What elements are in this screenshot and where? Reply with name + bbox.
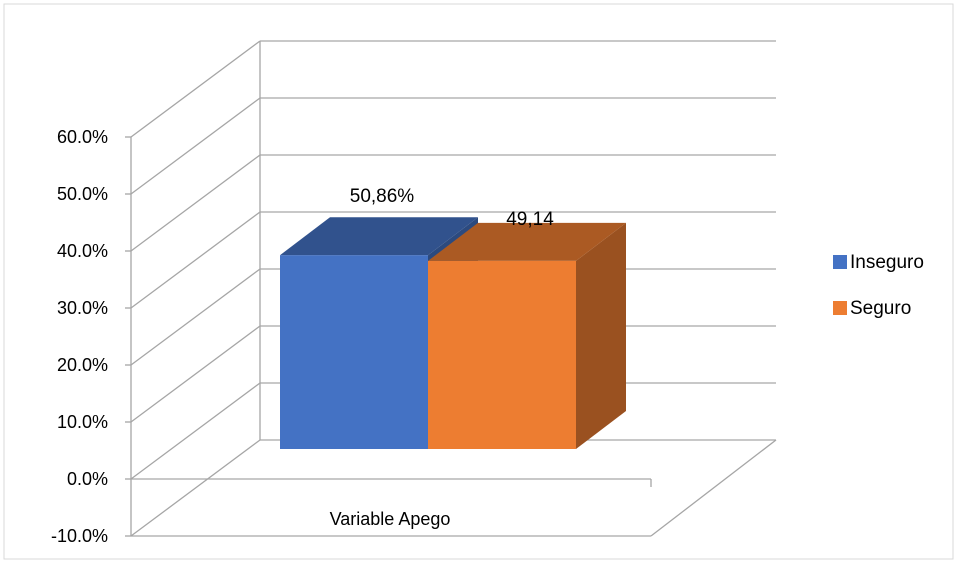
legend-label-seguro: Seguro	[850, 298, 911, 319]
side-gridline	[130, 439, 261, 537]
side-gridline	[130, 97, 261, 195]
y-tick-label: 60.0%	[57, 127, 108, 147]
bar-front-inseguro	[280, 255, 428, 449]
x-category-label: Variable Apego	[330, 509, 451, 529]
side-gridline	[130, 268, 261, 366]
legend-swatch-seguro	[833, 301, 847, 315]
y-tick-label: 30.0%	[57, 298, 108, 318]
bar-top-inseguro	[280, 217, 478, 256]
y-tick-label: -10.0%	[51, 526, 108, 546]
side-gridline	[130, 211, 261, 309]
y-tick-label: 0.0%	[67, 469, 108, 489]
floor-right-edge	[650, 439, 777, 537]
side-gridline	[130, 154, 261, 252]
side-gridline	[130, 325, 261, 423]
legend-swatch-inseguro	[833, 255, 847, 269]
bar-front-seguro	[428, 260, 576, 449]
y-tick-label: 40.0%	[57, 241, 108, 261]
side-gridline	[130, 40, 261, 138]
data-label-seguro: 49,14	[506, 209, 554, 230]
y-tick-label: 20.0%	[57, 355, 108, 375]
bar-side-seguro	[576, 222, 626, 449]
bar-top-seguro	[428, 222, 626, 261]
y-tick-label: 50.0%	[57, 184, 108, 204]
y-tick-label: 10.0%	[57, 412, 108, 432]
side-gridline	[130, 382, 261, 480]
legend-label-inseguro: Inseguro	[850, 252, 924, 273]
data-label-inseguro: 50,86%	[350, 186, 415, 207]
